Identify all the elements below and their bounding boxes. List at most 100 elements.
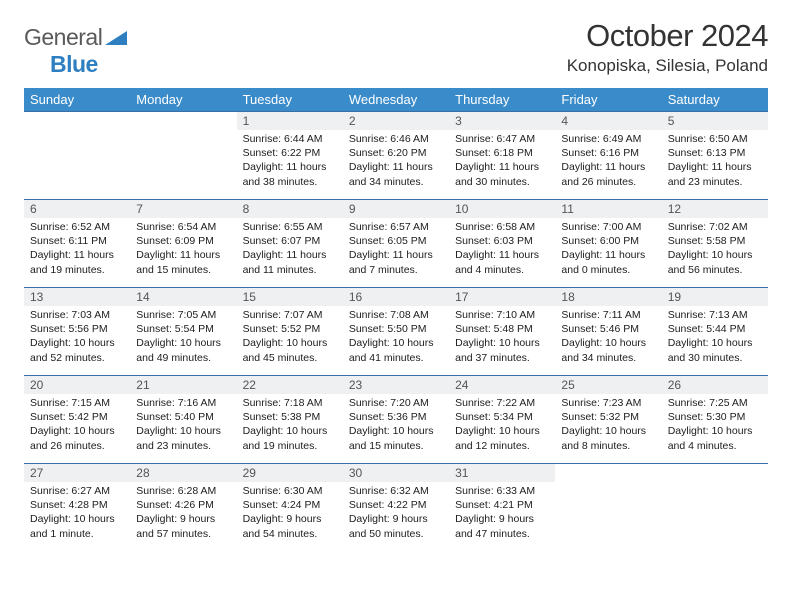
day-details: Sunrise: 7:18 AMSunset: 5:38 PMDaylight:…	[237, 394, 343, 457]
day-number: 3	[449, 112, 555, 130]
calendar-day-cell: 2Sunrise: 6:46 AMSunset: 6:20 PMDaylight…	[343, 112, 449, 200]
day-details: Sunrise: 7:08 AMSunset: 5:50 PMDaylight:…	[343, 306, 449, 369]
calendar-day-cell: 11Sunrise: 7:00 AMSunset: 6:00 PMDayligh…	[555, 200, 661, 288]
dow-friday: Friday	[555, 88, 661, 112]
logo-triangle-icon	[105, 29, 127, 45]
day-number: 18	[555, 288, 661, 306]
dow-wednesday: Wednesday	[343, 88, 449, 112]
day-number: 7	[130, 200, 236, 218]
calendar-page: General Blue October 2024 Konopiska, Sil…	[0, 0, 792, 552]
dow-saturday: Saturday	[662, 88, 768, 112]
calendar-day-cell: 8Sunrise: 6:55 AMSunset: 6:07 PMDaylight…	[237, 200, 343, 288]
calendar-day-cell: 29Sunrise: 6:30 AMSunset: 4:24 PMDayligh…	[237, 464, 343, 552]
calendar-empty-cell	[24, 112, 130, 200]
calendar-day-cell: 6Sunrise: 6:52 AMSunset: 6:11 PMDaylight…	[24, 200, 130, 288]
month-title: October 2024	[567, 18, 768, 54]
calendar-day-cell: 18Sunrise: 7:11 AMSunset: 5:46 PMDayligh…	[555, 288, 661, 376]
calendar-empty-cell	[662, 464, 768, 552]
day-number: 4	[555, 112, 661, 130]
day-number: 14	[130, 288, 236, 306]
day-number: 30	[343, 464, 449, 482]
day-number: 24	[449, 376, 555, 394]
day-number: 12	[662, 200, 768, 218]
day-details: Sunrise: 7:13 AMSunset: 5:44 PMDaylight:…	[662, 306, 768, 369]
calendar-week-row: 27Sunrise: 6:27 AMSunset: 4:28 PMDayligh…	[24, 464, 768, 552]
calendar-body: 1Sunrise: 6:44 AMSunset: 6:22 PMDaylight…	[24, 112, 768, 552]
day-details: Sunrise: 7:11 AMSunset: 5:46 PMDaylight:…	[555, 306, 661, 369]
day-details: Sunrise: 7:23 AMSunset: 5:32 PMDaylight:…	[555, 394, 661, 457]
title-block: October 2024 Konopiska, Silesia, Poland	[567, 18, 768, 76]
day-number: 10	[449, 200, 555, 218]
calendar-week-row: 20Sunrise: 7:15 AMSunset: 5:42 PMDayligh…	[24, 376, 768, 464]
day-details: Sunrise: 6:47 AMSunset: 6:18 PMDaylight:…	[449, 130, 555, 193]
day-details: Sunrise: 6:33 AMSunset: 4:21 PMDaylight:…	[449, 482, 555, 545]
day-details: Sunrise: 6:28 AMSunset: 4:26 PMDaylight:…	[130, 482, 236, 545]
calendar-day-cell: 26Sunrise: 7:25 AMSunset: 5:30 PMDayligh…	[662, 376, 768, 464]
day-details: Sunrise: 6:32 AMSunset: 4:22 PMDaylight:…	[343, 482, 449, 545]
day-number: 29	[237, 464, 343, 482]
day-details: Sunrise: 7:05 AMSunset: 5:54 PMDaylight:…	[130, 306, 236, 369]
calendar-week-row: 1Sunrise: 6:44 AMSunset: 6:22 PMDaylight…	[24, 112, 768, 200]
logo-word-2: Blue	[50, 51, 98, 77]
day-details: Sunrise: 6:30 AMSunset: 4:24 PMDaylight:…	[237, 482, 343, 545]
day-number: 23	[343, 376, 449, 394]
calendar-day-cell: 19Sunrise: 7:13 AMSunset: 5:44 PMDayligh…	[662, 288, 768, 376]
day-number: 20	[24, 376, 130, 394]
calendar-day-cell: 4Sunrise: 6:49 AMSunset: 6:16 PMDaylight…	[555, 112, 661, 200]
day-number: 15	[237, 288, 343, 306]
day-number: 5	[662, 112, 768, 130]
calendar-empty-cell	[555, 464, 661, 552]
calendar-day-cell: 22Sunrise: 7:18 AMSunset: 5:38 PMDayligh…	[237, 376, 343, 464]
day-number: 8	[237, 200, 343, 218]
day-number: 31	[449, 464, 555, 482]
day-details: Sunrise: 6:27 AMSunset: 4:28 PMDaylight:…	[24, 482, 130, 545]
day-number: 13	[24, 288, 130, 306]
location: Konopiska, Silesia, Poland	[567, 56, 768, 76]
calendar-day-cell: 28Sunrise: 6:28 AMSunset: 4:26 PMDayligh…	[130, 464, 236, 552]
calendar-day-cell: 14Sunrise: 7:05 AMSunset: 5:54 PMDayligh…	[130, 288, 236, 376]
day-number: 11	[555, 200, 661, 218]
dow-monday: Monday	[130, 88, 236, 112]
calendar-day-cell: 13Sunrise: 7:03 AMSunset: 5:56 PMDayligh…	[24, 288, 130, 376]
day-number: 6	[24, 200, 130, 218]
day-number: 22	[237, 376, 343, 394]
day-number: 2	[343, 112, 449, 130]
calendar-day-cell: 27Sunrise: 6:27 AMSunset: 4:28 PMDayligh…	[24, 464, 130, 552]
day-number: 21	[130, 376, 236, 394]
calendar-day-cell: 10Sunrise: 6:58 AMSunset: 6:03 PMDayligh…	[449, 200, 555, 288]
calendar-day-cell: 7Sunrise: 6:54 AMSunset: 6:09 PMDaylight…	[130, 200, 236, 288]
day-details: Sunrise: 6:55 AMSunset: 6:07 PMDaylight:…	[237, 218, 343, 281]
day-number: 27	[24, 464, 130, 482]
day-details: Sunrise: 7:00 AMSunset: 6:00 PMDaylight:…	[555, 218, 661, 281]
day-details: Sunrise: 6:44 AMSunset: 6:22 PMDaylight:…	[237, 130, 343, 193]
day-details: Sunrise: 7:02 AMSunset: 5:58 PMDaylight:…	[662, 218, 768, 281]
calendar-table: Sunday Monday Tuesday Wednesday Thursday…	[24, 88, 768, 552]
logo-text: General Blue	[24, 24, 127, 78]
calendar-day-cell: 16Sunrise: 7:08 AMSunset: 5:50 PMDayligh…	[343, 288, 449, 376]
day-details: Sunrise: 6:58 AMSunset: 6:03 PMDaylight:…	[449, 218, 555, 281]
calendar-day-cell: 12Sunrise: 7:02 AMSunset: 5:58 PMDayligh…	[662, 200, 768, 288]
day-number: 9	[343, 200, 449, 218]
calendar-day-cell: 25Sunrise: 7:23 AMSunset: 5:32 PMDayligh…	[555, 376, 661, 464]
day-details: Sunrise: 6:57 AMSunset: 6:05 PMDaylight:…	[343, 218, 449, 281]
day-details: Sunrise: 7:03 AMSunset: 5:56 PMDaylight:…	[24, 306, 130, 369]
calendar-day-cell: 23Sunrise: 7:20 AMSunset: 5:36 PMDayligh…	[343, 376, 449, 464]
calendar-day-cell: 21Sunrise: 7:16 AMSunset: 5:40 PMDayligh…	[130, 376, 236, 464]
calendar-day-cell: 17Sunrise: 7:10 AMSunset: 5:48 PMDayligh…	[449, 288, 555, 376]
calendar-day-cell: 24Sunrise: 7:22 AMSunset: 5:34 PMDayligh…	[449, 376, 555, 464]
day-details: Sunrise: 6:52 AMSunset: 6:11 PMDaylight:…	[24, 218, 130, 281]
day-details: Sunrise: 7:15 AMSunset: 5:42 PMDaylight:…	[24, 394, 130, 457]
day-details: Sunrise: 6:54 AMSunset: 6:09 PMDaylight:…	[130, 218, 236, 281]
dow-sunday: Sunday	[24, 88, 130, 112]
day-details: Sunrise: 7:20 AMSunset: 5:36 PMDaylight:…	[343, 394, 449, 457]
day-details: Sunrise: 7:16 AMSunset: 5:40 PMDaylight:…	[130, 394, 236, 457]
calendar-day-cell: 15Sunrise: 7:07 AMSunset: 5:52 PMDayligh…	[237, 288, 343, 376]
day-details: Sunrise: 7:10 AMSunset: 5:48 PMDaylight:…	[449, 306, 555, 369]
calendar-day-cell: 30Sunrise: 6:32 AMSunset: 4:22 PMDayligh…	[343, 464, 449, 552]
day-number: 1	[237, 112, 343, 130]
day-details: Sunrise: 6:50 AMSunset: 6:13 PMDaylight:…	[662, 130, 768, 193]
day-number: 16	[343, 288, 449, 306]
calendar-day-cell: 20Sunrise: 7:15 AMSunset: 5:42 PMDayligh…	[24, 376, 130, 464]
calendar-day-cell: 5Sunrise: 6:50 AMSunset: 6:13 PMDaylight…	[662, 112, 768, 200]
calendar-empty-cell	[130, 112, 236, 200]
